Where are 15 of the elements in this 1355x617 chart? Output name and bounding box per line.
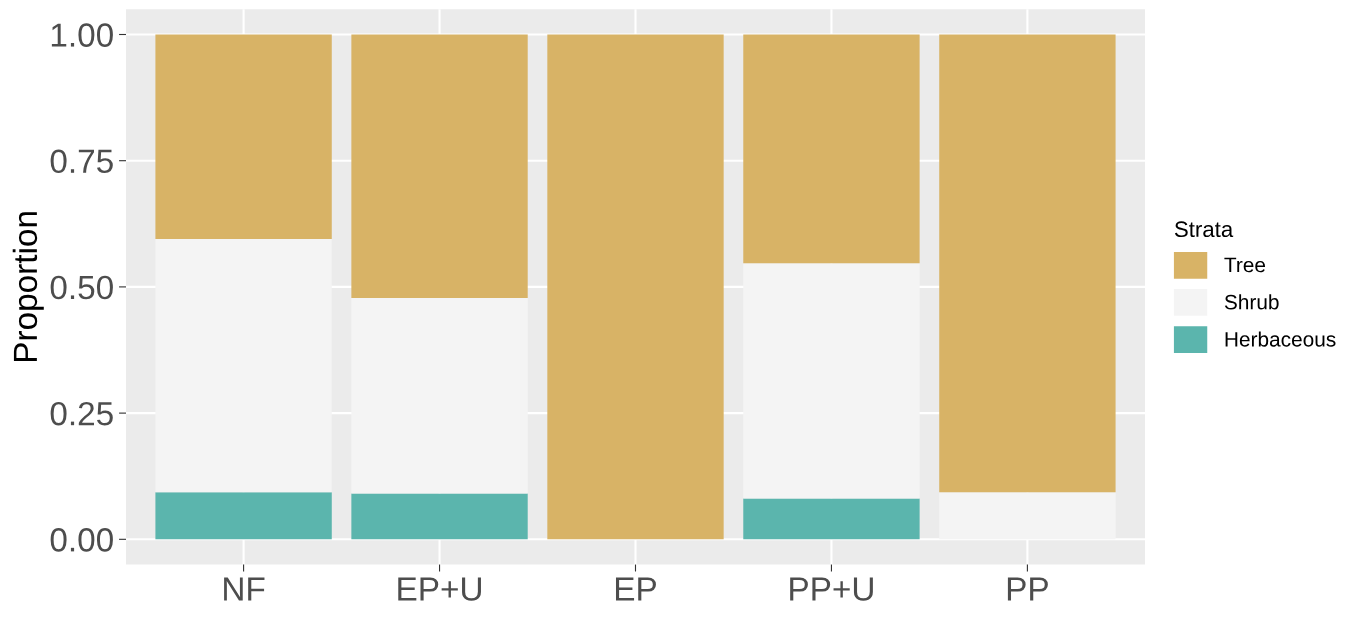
y-tick-label: 0.25 (50, 401, 113, 426)
legend-label: Tree (1224, 257, 1266, 273)
y-tick-label: 0.75 (50, 149, 113, 174)
y-tick-label: 0.50 (50, 275, 113, 300)
y-tick-label: 1.00 (51, 23, 113, 47)
legend-label: Shrub (1224, 294, 1279, 310)
x-tick-label: PP+U (790, 577, 873, 601)
x-tick-label: NF (224, 577, 265, 601)
legend-label: Herbaceous (1225, 331, 1336, 347)
x-tick-label: EP+U (398, 577, 481, 601)
legend-title: Strata (1174, 221, 1234, 238)
x-tick-label: EP (615, 577, 656, 601)
y-tick-label: 0.00 (50, 528, 113, 552)
y-axis-title: Proportion (12, 212, 44, 362)
x-tick-label: PP (1007, 577, 1048, 601)
